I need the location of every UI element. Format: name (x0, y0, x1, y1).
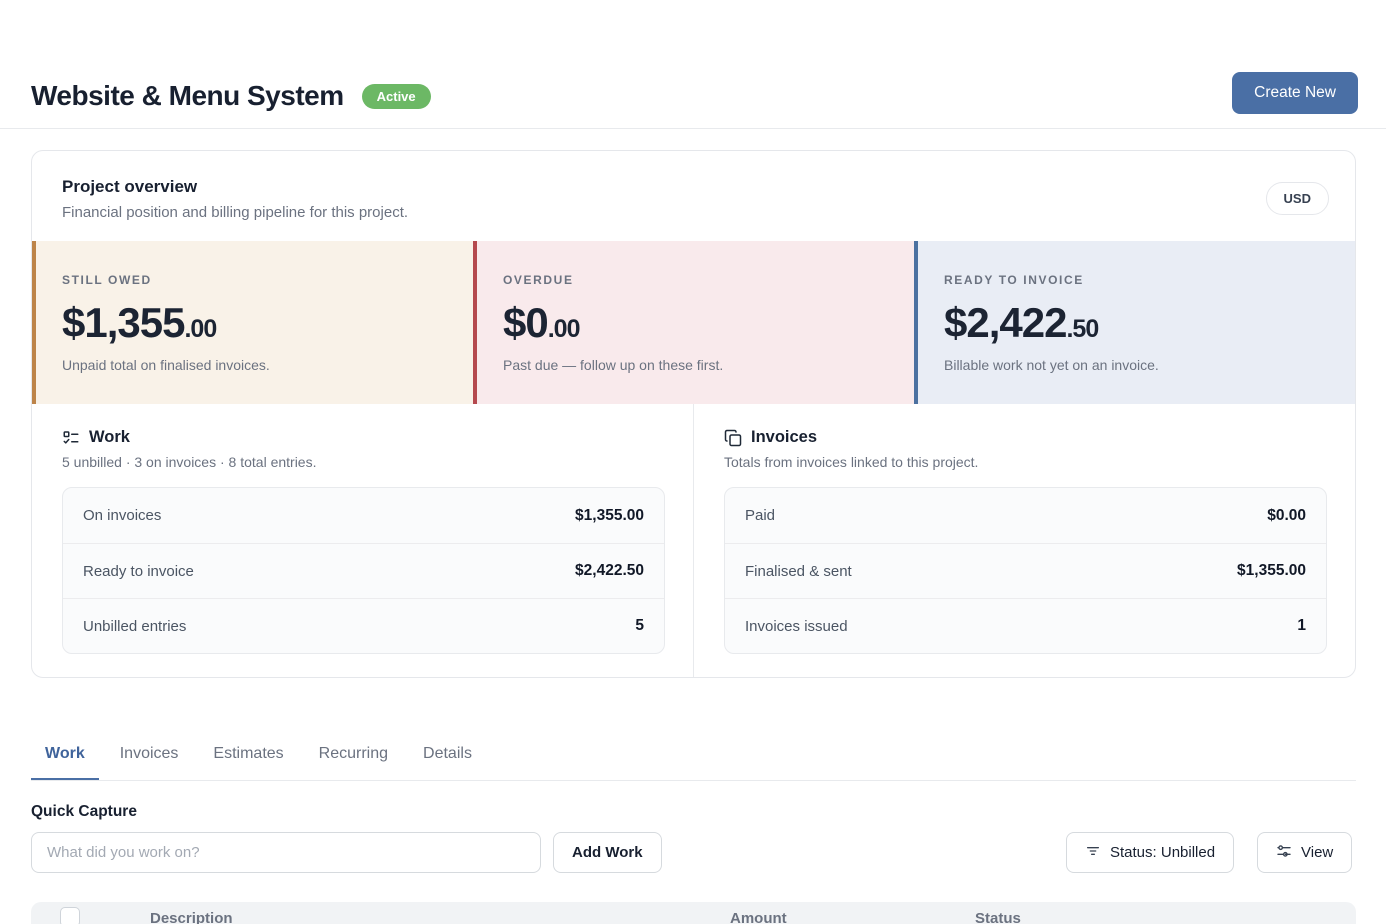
invoices-section-title: Invoices (751, 428, 818, 446)
overview-title: Project overview (62, 177, 198, 196)
tab-estimates[interactable]: Estimates (213, 745, 284, 762)
stat-ready-to-invoice: READY TO INVOICE $2,422.50 Billable work… (914, 241, 1355, 404)
status-filter-button[interactable]: Status: Unbilled (1066, 832, 1235, 873)
column-header-status: Status (975, 910, 1021, 924)
copy-pages-icon (724, 429, 742, 447)
summary-row: Finalised & sent $1,355.00 (725, 543, 1326, 598)
summary-row: Unbilled entries 5 (63, 598, 664, 653)
tab-recurring[interactable]: Recurring (318, 745, 389, 762)
quick-capture-title: Quick Capture (31, 803, 137, 820)
row-label: Paid (745, 507, 776, 524)
title-group: Website & Menu System Active (31, 80, 431, 112)
invoices-section-meta: Totals from invoices linked to this proj… (724, 454, 979, 470)
status-badge: Active (361, 83, 431, 109)
row-value: $0.00 (1267, 506, 1306, 524)
view-button[interactable]: View (1257, 832, 1353, 873)
summary-row: Invoices issued 1 (725, 598, 1326, 653)
row-label: Invoices issued (745, 617, 848, 635)
row-label: Ready to invoice (83, 562, 194, 580)
sliders-icon (1276, 843, 1292, 863)
add-work-button[interactable]: Add Work (553, 832, 662, 873)
overview-subtitle: Financial position and billing pipeline … (62, 204, 409, 221)
project-overview-card: Project overview Financial position and … (31, 150, 1356, 678)
tab-invoices[interactable]: Invoices (119, 745, 179, 762)
status-filter-label: Status: Unbilled (1110, 844, 1216, 861)
filter-lines-icon (1085, 843, 1101, 863)
column-header-amount: Amount (730, 910, 787, 924)
list-todo-icon (62, 429, 80, 447)
overview-card-header: Project overview Financial position and … (32, 151, 1355, 241)
stat-description: Unpaid total on finalised invoices. (62, 357, 270, 373)
select-all-checkbox[interactable] (60, 907, 80, 924)
row-value: $1,355.00 (575, 506, 644, 524)
row-label: Finalised & sent (745, 562, 852, 580)
row-value: 5 (635, 617, 644, 634)
column-header-description: Description (150, 910, 233, 924)
row-label: Unbilled entries (83, 617, 187, 635)
work-section-meta: 5 unbilled · 3 on invoices · 8 total ent… (62, 454, 317, 470)
stat-amount-cents: .00 (184, 315, 217, 343)
stat-still-owed: STILL OWED $1,355.00 Unpaid total on fin… (32, 241, 473, 404)
summary-row: Ready to invoice $2,422.50 (63, 543, 664, 598)
stat-amount-main: $2,422 (944, 299, 1067, 346)
stat-label: STILL OWED (62, 273, 152, 287)
overview-columns: Work 5 unbilled · 3 on invoices · 8 tota… (32, 404, 1355, 677)
work-table-header: Description Amount Status (31, 902, 1356, 924)
stat-amount-cents: .00 (547, 315, 581, 343)
summary-row: On invoices $1,355.00 (63, 488, 664, 543)
tab-details[interactable]: Details (423, 745, 472, 762)
work-section-title: Work (89, 428, 130, 446)
row-value: $2,422.50 (575, 562, 644, 579)
create-new-button[interactable]: Create New (1232, 72, 1358, 114)
stat-amount-main: $0 (503, 299, 549, 346)
stat-description: Past due — follow up on these first. (503, 357, 724, 373)
quick-capture-input[interactable] (31, 832, 541, 873)
stat-label: READY TO INVOICE (944, 273, 1084, 287)
tab-work[interactable]: Work (31, 734, 99, 780)
stat-amount: $0.00 (503, 299, 890, 347)
stats-row: STILL OWED $1,355.00 Unpaid total on fin… (32, 241, 1355, 404)
stat-overdue: OVERDUE $0.00 Past due — follow up on th… (473, 241, 914, 404)
row-value: 1 (1297, 617, 1306, 634)
row-label: On invoices (83, 507, 162, 524)
invoices-summary-section: Invoices Totals from invoices linked to … (693, 404, 1355, 677)
work-summary-card: On invoices $1,355.00 Ready to invoice $… (62, 487, 665, 654)
stat-amount: $1,355.00 (62, 299, 449, 347)
stat-amount-cents: .50 (1066, 315, 1099, 343)
work-summary-section: Work 5 unbilled · 3 on invoices · 8 tota… (32, 404, 693, 677)
tab-bar: Work Invoices Estimates Recurring Detail… (31, 734, 1356, 781)
view-button-label: View (1301, 844, 1334, 861)
work-section-title-row: Work (62, 428, 665, 447)
invoices-section-title-row: Invoices (724, 428, 1327, 447)
top-bar: Website & Menu System Active Create New (0, 0, 1386, 129)
page-title: Website & Menu System (31, 80, 344, 111)
stat-description: Billable work not yet on an invoice. (944, 357, 1159, 373)
summary-row: Paid $0.00 (725, 488, 1326, 543)
currency-pill: USD (1265, 182, 1329, 215)
invoices-summary-card: Paid $0.00 Finalised & sent $1,355.00 In… (724, 487, 1327, 654)
row-value: $1,355.00 (1237, 562, 1306, 579)
stat-label: OVERDUE (503, 273, 574, 287)
stat-amount-main: $1,355 (62, 299, 185, 346)
stat-amount: $2,422.50 (944, 299, 1331, 347)
